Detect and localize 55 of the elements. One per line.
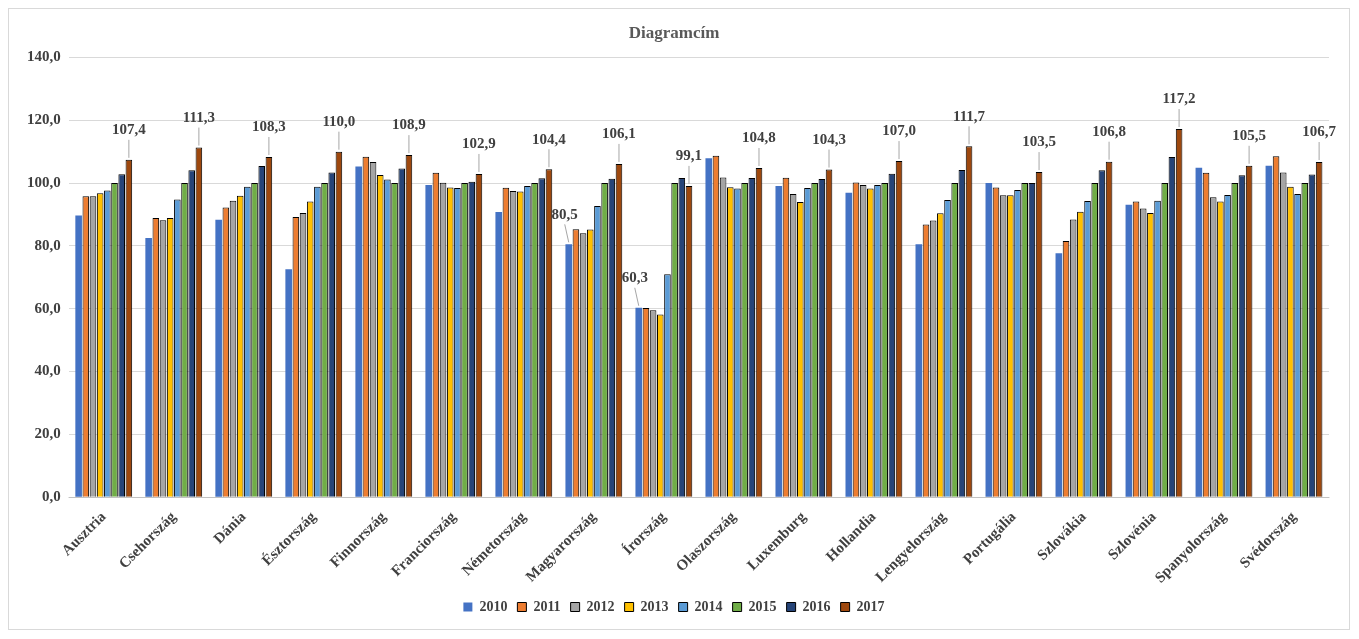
data-label: 99,1 [675, 147, 703, 164]
chart-title: Diagramcím [628, 22, 720, 42]
data-label: 102,9 [462, 135, 496, 152]
data-label: 80,5 [551, 205, 578, 222]
y-tick-label: 40,0 [34, 362, 61, 379]
bar [355, 166, 362, 497]
data-label: 103,5 [1022, 133, 1056, 150]
bar [705, 158, 713, 497]
data-label: 105,5 [1232, 127, 1266, 144]
bar [915, 244, 923, 497]
data-label: 104,8 [742, 129, 776, 146]
bar [845, 192, 853, 497]
legend-label: 2017 [856, 598, 885, 614]
data-label: 106,7 [1302, 123, 1337, 140]
y-tick-label: 0,0 [42, 488, 61, 505]
legend-label: 2016 [802, 598, 831, 614]
data-label: 108,9 [392, 116, 426, 133]
y-tick-label: 120,0 [27, 111, 61, 128]
data-label: 111,7 [952, 107, 986, 124]
y-tick-label: 20,0 [34, 425, 61, 442]
data-label: 110,0 [322, 113, 356, 130]
bar [1265, 165, 1273, 497]
data-label: 111,3 [182, 108, 215, 125]
y-tick-label: 60,0 [34, 299, 61, 316]
legend-label: 2014 [694, 598, 723, 614]
bar [635, 307, 643, 497]
bar [1125, 204, 1133, 497]
bar [495, 211, 503, 497]
y-tick-label: 80,0 [34, 236, 61, 253]
data-label: 60,3 [621, 269, 648, 286]
y-tick-label: 100,0 [27, 173, 61, 190]
data-label: 104,3 [812, 130, 846, 147]
bar [775, 185, 783, 497]
data-label: 107,4 [112, 121, 147, 138]
bar [985, 183, 993, 497]
bar [75, 215, 82, 497]
data-label: 104,4 [532, 130, 567, 147]
legend-label: 2013 [640, 598, 669, 614]
legend-label: 2015 [748, 598, 777, 614]
bar [215, 219, 222, 497]
legend-label: 2010 [479, 598, 508, 614]
bar [1055, 253, 1063, 497]
legend-label: 2011 [533, 598, 561, 614]
data-label: 107,0 [882, 122, 916, 139]
y-tick-label: 140,0 [27, 48, 61, 65]
legend-label: 2012 [586, 598, 615, 614]
bar [425, 184, 433, 497]
bar [1195, 167, 1203, 497]
bar [145, 238, 152, 497]
data-label: 106,1 [602, 125, 636, 142]
data-label: 117,2 [1162, 90, 1196, 107]
bar [285, 269, 292, 497]
bar [565, 244, 573, 497]
data-label: 108,3 [252, 118, 286, 135]
data-label: 106,8 [1092, 123, 1126, 140]
